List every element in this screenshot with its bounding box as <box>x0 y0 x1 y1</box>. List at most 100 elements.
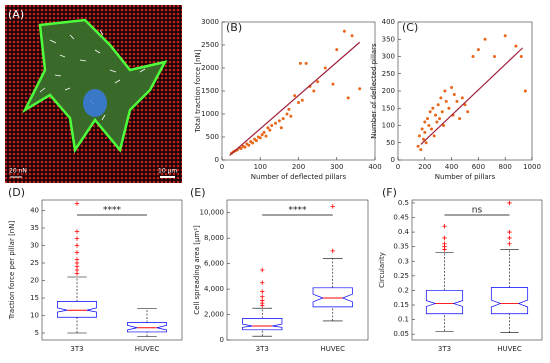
y-tick-label: 6,000 <box>204 260 224 268</box>
box <box>425 290 464 315</box>
nucleus <box>83 89 107 117</box>
point <box>281 117 285 121</box>
y-tick-label: 5 <box>35 329 39 337</box>
point <box>425 117 429 121</box>
point <box>443 89 447 93</box>
panel-a: (A) 20 nN 10 μm <box>5 5 182 183</box>
point <box>476 48 480 52</box>
x-tick-label: 3T3 <box>256 345 269 353</box>
outlier <box>442 224 447 229</box>
x-tick-label: 3T3 <box>438 345 451 353</box>
point <box>452 92 456 96</box>
outlier <box>330 204 335 209</box>
panel-label: (A) <box>8 8 24 21</box>
point <box>460 96 464 100</box>
y-tick-label: 35 <box>30 224 39 232</box>
point <box>430 127 433 131</box>
point <box>293 94 297 98</box>
point <box>312 89 316 93</box>
y-tick-label: 0.35 <box>393 243 409 251</box>
outlier <box>442 241 447 246</box>
y-tick-label: 200 <box>382 87 395 95</box>
y-tick-label: 0.1 <box>398 316 409 324</box>
outlier <box>507 229 512 235</box>
x-tick-label: 3T3 <box>70 345 83 353</box>
y-tick-label: 15 <box>30 294 39 302</box>
point <box>471 55 475 58</box>
point <box>350 34 354 38</box>
y-tick-label: 500 <box>206 133 219 141</box>
y-axis-label: Circularity <box>378 252 386 288</box>
y-axis-label: Total traction force [nN] <box>194 49 202 133</box>
y-tick-label: 0 <box>391 156 395 164</box>
point <box>316 80 320 84</box>
box <box>242 318 283 331</box>
y-tick-label: 150 <box>382 104 395 112</box>
axes-frame <box>226 199 369 341</box>
panel-label: (D) <box>8 186 25 199</box>
fit-line <box>229 41 361 156</box>
y-tick-label: 2000 <box>201 64 219 72</box>
point <box>323 66 327 70</box>
point <box>450 86 454 90</box>
point <box>424 141 428 145</box>
y-tick-label: 2500 <box>201 41 219 49</box>
point <box>251 141 255 145</box>
y-tick-label: 40 <box>30 207 39 215</box>
y-tick-label: 1000 <box>201 110 219 118</box>
axes-frame <box>41 199 183 341</box>
outlier <box>260 280 265 285</box>
outlier <box>74 257 80 262</box>
x-tick-label: 100 <box>254 163 267 171</box>
y-tick-label: 0.25 <box>393 272 409 280</box>
outlier <box>74 229 80 234</box>
point <box>455 99 459 103</box>
point <box>264 134 268 138</box>
x-tick-label: HUVEC <box>497 345 522 353</box>
point <box>519 55 523 58</box>
point <box>254 139 258 143</box>
outlier <box>260 289 265 294</box>
y-axis-label: Cell spreading area [μm²] <box>193 225 201 315</box>
point <box>444 99 448 103</box>
axes-frame <box>411 199 543 341</box>
point <box>447 106 451 110</box>
point <box>268 128 272 132</box>
y-axis-label: Number of deflected pillars <box>370 43 378 139</box>
y-tick-label: 0.5 <box>398 199 409 207</box>
x-tick-label: HUVEC <box>321 345 346 353</box>
x-axis-label: Number of pillars <box>435 173 496 181</box>
x-tick-label: 300 <box>330 163 343 171</box>
x-axis-label: Number of deflected pillars <box>251 173 347 181</box>
x-tick-label: 1000 <box>523 163 541 171</box>
point <box>247 143 251 147</box>
significance-label: ns <box>472 206 483 216</box>
y-tick-label: 20 <box>30 277 39 285</box>
point <box>304 61 308 65</box>
point <box>277 119 281 123</box>
point <box>440 110 444 114</box>
point <box>298 61 302 65</box>
point <box>439 96 443 100</box>
x-tick-label: HUVEC <box>135 345 160 353</box>
box <box>490 287 529 315</box>
x-tick-label: 200 <box>418 163 431 171</box>
point <box>297 101 300 104</box>
y-tick-label: 2,000 <box>204 311 224 319</box>
point <box>262 130 266 134</box>
y-tick-label: 50 <box>386 139 395 147</box>
y-tick-label: 0 <box>220 336 224 344</box>
point <box>285 112 289 116</box>
point <box>289 114 293 118</box>
point <box>287 107 291 111</box>
point <box>270 124 274 127</box>
x-tick-label: 800 <box>499 163 512 171</box>
point <box>428 110 432 114</box>
point <box>243 145 247 149</box>
y-tick-label: 10,000 <box>200 209 225 217</box>
box <box>57 301 97 318</box>
x-tick-label: 400 <box>368 163 381 171</box>
point <box>421 137 425 141</box>
point <box>239 147 243 150</box>
